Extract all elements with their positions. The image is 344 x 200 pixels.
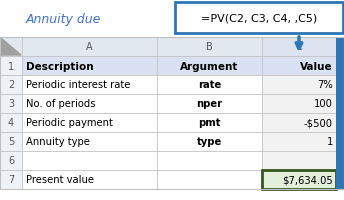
Text: type: type [197,137,222,147]
Text: Description: Description [26,61,94,71]
Bar [22,170,157,189]
Bar [0,132,22,151]
Text: A: A [86,42,93,52]
Bar [262,57,336,76]
Bar [262,38,336,57]
Bar [22,38,157,57]
Text: -$500: -$500 [304,118,333,128]
Bar [0,170,22,189]
Bar [22,76,157,95]
Bar [0,57,22,76]
Text: 1: 1 [8,61,14,71]
Bar [22,95,157,113]
Text: 7: 7 [8,175,14,185]
Bar [262,95,336,113]
Bar [157,95,262,113]
Bar [0,38,344,189]
Text: Periodic interest rate: Periodic interest rate [26,80,130,90]
Bar [157,57,262,76]
Bar [157,151,262,170]
Bar [0,95,22,113]
Text: $7,634.05: $7,634.05 [282,175,333,185]
Text: 6: 6 [8,156,14,166]
Bar [0,38,22,57]
Bar [262,113,336,132]
Bar [262,151,336,170]
Text: B: B [206,42,213,52]
Bar [262,76,336,95]
Text: 4: 4 [8,118,14,128]
Text: =PV(C2, C3, C4, ,C5): =PV(C2, C3, C4, ,C5) [201,13,317,23]
Bar [175,3,343,34]
Text: C: C [295,42,302,52]
Bar [22,113,157,132]
Text: 5: 5 [8,137,14,147]
Text: 100: 100 [314,99,333,109]
Bar [22,132,157,151]
Bar [336,38,344,189]
Bar [22,57,157,76]
Bar [157,132,262,151]
Text: 1: 1 [326,137,333,147]
Text: pmt: pmt [198,118,221,128]
Bar [0,76,22,95]
Bar [262,170,336,189]
Text: Annuity type: Annuity type [26,137,90,147]
Polygon shape [1,39,21,56]
Bar [157,113,262,132]
Text: No. of periods: No. of periods [26,99,96,109]
Text: rate: rate [198,80,221,90]
Text: 2: 2 [8,80,14,90]
Text: Periodic payment: Periodic payment [26,118,113,128]
Text: Annuity due: Annuity due [26,12,101,25]
Bar [22,151,157,170]
Text: Argument: Argument [180,61,239,71]
Bar [0,151,22,170]
Bar [0,113,22,132]
Text: 3: 3 [8,99,14,109]
Text: 7%: 7% [317,80,333,90]
Bar [157,170,262,189]
Bar [157,76,262,95]
Bar [157,38,262,57]
Text: nper: nper [196,99,223,109]
Text: Present value: Present value [26,175,94,185]
Text: Value: Value [300,61,333,71]
Bar [262,132,336,151]
